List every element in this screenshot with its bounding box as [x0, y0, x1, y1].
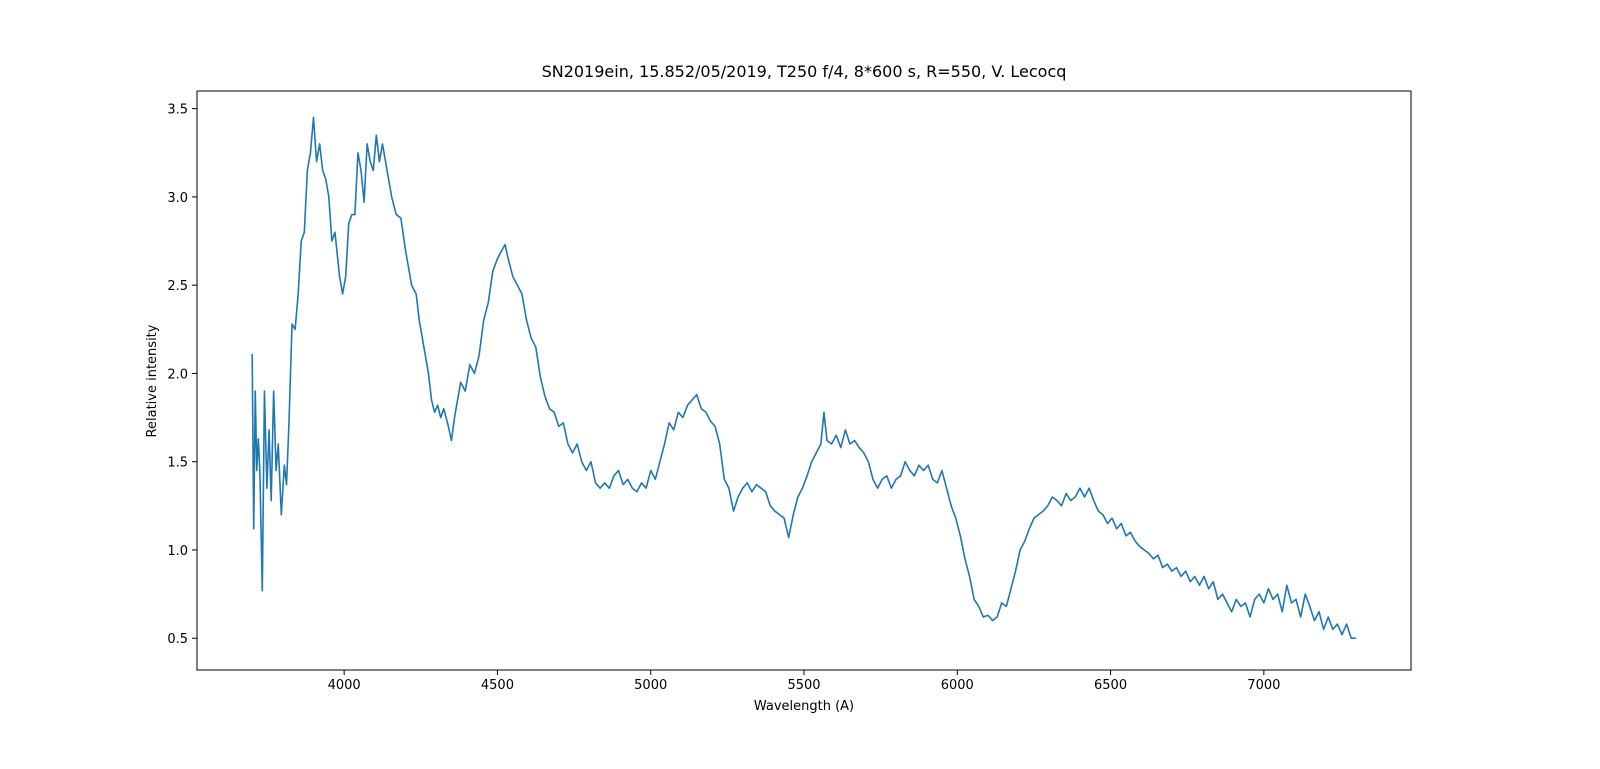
x-axis-label: Wavelength (A): [754, 699, 854, 714]
plot-frame: [196, 90, 1412, 671]
chart-title: SN2019ein, 15.852/05/2019, T250 f/4, 8*6…: [542, 62, 1067, 81]
y-tick-label: 2.5: [167, 279, 188, 294]
spectrum-line: [251, 116, 1356, 640]
x-tick-label: 4500: [481, 678, 514, 693]
x-tick-label: 6000: [941, 678, 974, 693]
x-tick-label: 4000: [328, 678, 361, 693]
y-tick-label: 3.0: [167, 191, 188, 206]
y-tick-label: 3.5: [167, 103, 188, 118]
y-tick-label: 1.0: [167, 544, 188, 559]
y-tick-label: 2.0: [167, 367, 188, 382]
y-axis-label: Relative intensity: [145, 324, 160, 437]
x-tick-label: 5500: [787, 678, 820, 693]
x-tick-label: 7000: [1247, 678, 1280, 693]
x-tick-label: 6500: [1094, 678, 1127, 693]
y-tick-label: 1.5: [167, 456, 188, 471]
y-tick-label: 0.5: [167, 632, 188, 647]
x-tick-label: 5000: [634, 678, 667, 693]
